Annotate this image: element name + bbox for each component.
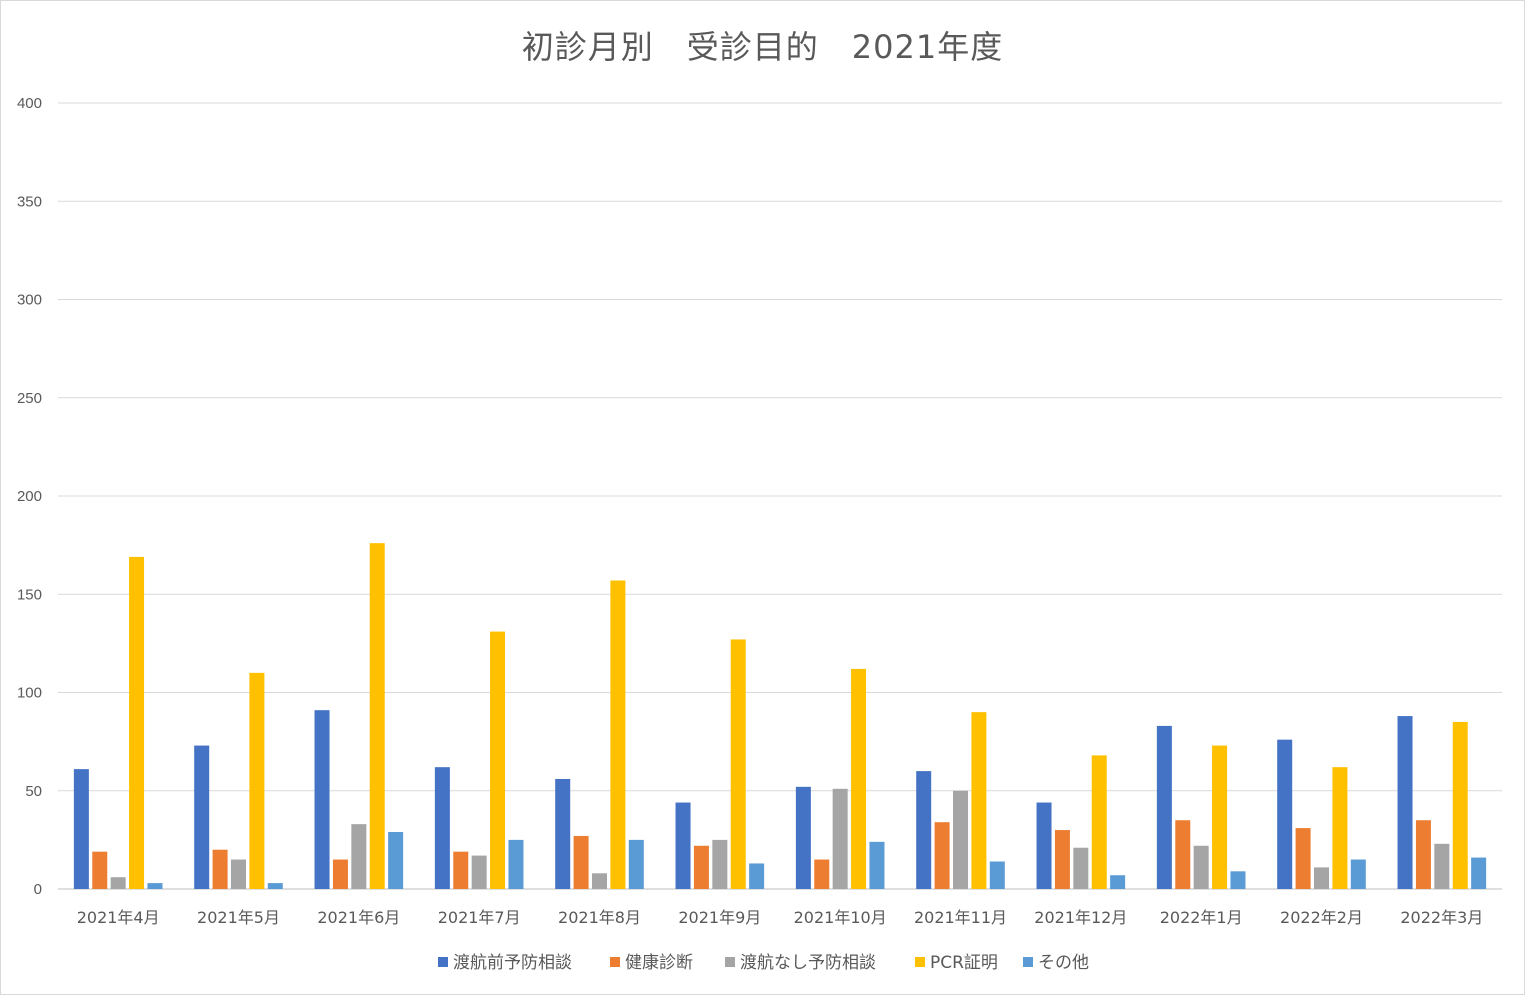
legend-label: 健康診断 (625, 953, 693, 973)
bar (129, 556, 145, 889)
bar (351, 824, 367, 889)
y-tick-label: 250 (17, 390, 42, 407)
bar (693, 845, 709, 889)
bar (212, 849, 228, 889)
bar (1110, 875, 1126, 889)
bar (1036, 802, 1052, 889)
bar (934, 822, 950, 889)
bar (555, 778, 571, 889)
bar (814, 859, 830, 889)
x-axis-ticks: 2021年4月 2021年5月 2021年6月 2021年7月 2021年8月 2021年… (77, 908, 1484, 927)
bar (73, 769, 89, 889)
legend: 渡航前予防相談 健康診断 渡航なし予防相談 PCR証明 その他 (438, 953, 1089, 973)
bar (953, 790, 968, 889)
bar (1091, 755, 1107, 889)
x-tick-label: 2021年12月 (1034, 908, 1127, 927)
bar (832, 788, 848, 889)
bar (851, 668, 867, 889)
bar (1295, 828, 1311, 889)
y-tick-label: 400 (17, 95, 42, 112)
x-tick-label: 2021年10月 (794, 908, 887, 927)
x-tick-label: 2021年5月 (197, 908, 280, 927)
bar (916, 771, 932, 889)
bar (92, 851, 108, 889)
y-tick-label: 150 (17, 586, 42, 603)
legend-label: 渡航前予防相談 (453, 953, 572, 973)
chart-title: 初診月別 受診目的 2021年度 (521, 28, 1004, 66)
x-tick-label: 2021年4月 (77, 908, 160, 927)
y-tick-label: 0 (34, 881, 42, 898)
bar (453, 851, 469, 889)
x-tick-label: 2021年6月 (317, 908, 400, 927)
bar (592, 873, 607, 889)
bar (1471, 857, 1487, 889)
bars (73, 543, 1487, 889)
bar (610, 580, 626, 889)
bar (628, 839, 644, 889)
bar (1434, 843, 1450, 889)
bar (490, 631, 506, 889)
bar (1397, 716, 1413, 889)
y-tick-label: 50 (25, 783, 42, 800)
bar (231, 859, 246, 889)
y-tick-label: 300 (17, 292, 42, 309)
bar (1230, 871, 1246, 889)
bar (1452, 721, 1468, 889)
legend-label: 渡航なし予防相談 (740, 953, 876, 973)
bar (194, 745, 210, 889)
bar (749, 863, 765, 889)
legend-swatch (915, 957, 925, 967)
bar (1073, 847, 1089, 889)
bar (869, 841, 885, 889)
x-tick-label: 2021年8月 (558, 908, 641, 927)
bar (1350, 859, 1366, 889)
legend-swatch (438, 957, 448, 967)
bar (730, 639, 746, 889)
x-tick-label: 2022年3月 (1400, 908, 1483, 927)
x-tick-label: 2022年2月 (1280, 908, 1363, 927)
bar (989, 861, 1005, 889)
bar (434, 767, 450, 889)
legend-label: PCR証明 (930, 953, 998, 973)
y-axis-ticks: 0 50 100 150 200 250 300 350 400 (17, 95, 42, 898)
legend-swatch (725, 957, 735, 967)
bar (471, 855, 487, 889)
bar (1332, 767, 1348, 889)
bar (712, 839, 728, 889)
x-tick-label: 2021年7月 (438, 908, 521, 927)
legend-swatch (610, 957, 620, 967)
bar (332, 859, 348, 889)
legend-label: その他 (1038, 953, 1089, 973)
bar (388, 832, 404, 889)
bar (1212, 745, 1228, 889)
bar (267, 883, 283, 889)
bar (675, 802, 691, 889)
bar (1314, 867, 1329, 889)
bar (573, 835, 589, 889)
bar (314, 710, 330, 889)
bar (1175, 820, 1191, 889)
bar (1193, 845, 1209, 889)
x-tick-label: 2022年1月 (1160, 908, 1243, 927)
bar (1054, 830, 1070, 889)
y-tick-label: 350 (17, 193, 42, 210)
bar (249, 672, 265, 889)
gridlines (58, 102, 1502, 890)
y-tick-label: 200 (17, 488, 42, 505)
bar (1277, 739, 1293, 889)
bar (369, 543, 385, 889)
bar (147, 883, 163, 889)
bar (1156, 725, 1172, 889)
bar (1415, 820, 1431, 889)
bar (508, 839, 524, 889)
bar (795, 786, 811, 889)
legend-swatch (1023, 957, 1033, 967)
bar (971, 712, 987, 889)
x-tick-label: 2021年11月 (914, 908, 1007, 927)
bar (110, 877, 126, 889)
y-tick-label: 100 (17, 685, 42, 702)
x-tick-label: 2021年9月 (678, 908, 761, 927)
